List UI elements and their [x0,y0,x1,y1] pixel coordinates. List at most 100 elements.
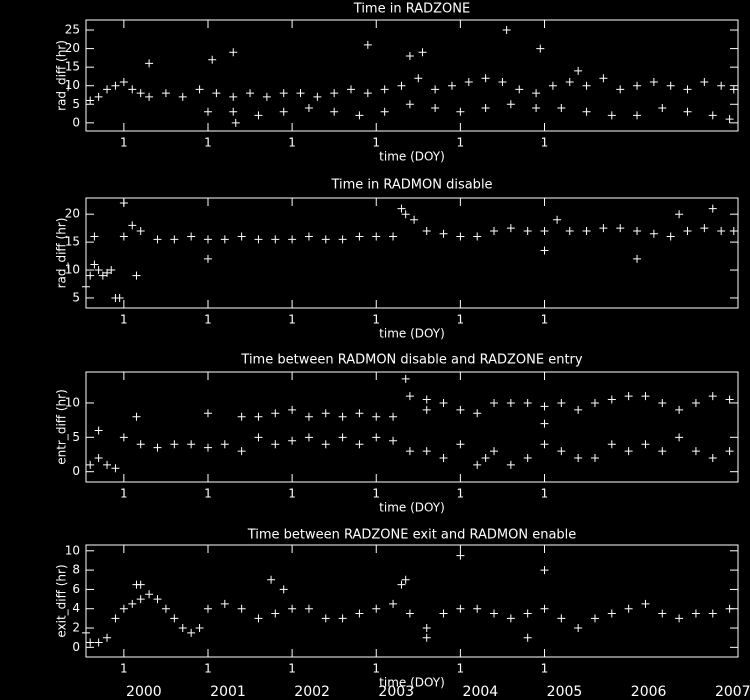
data-point [355,232,364,241]
data-point [338,433,347,442]
data-point [532,89,541,98]
data-point [439,609,448,618]
data-point [422,405,431,414]
data-point [553,215,562,224]
data-point [203,254,212,263]
x-tick-label: 1 [541,662,549,676]
year-label: 2000 [126,684,162,700]
data-point [153,235,162,244]
data-point [700,77,709,86]
year-label: 2001 [210,684,246,700]
data-point [473,460,482,469]
plot-frame [85,19,739,132]
x-tick-label: 1 [120,662,128,676]
data-point [540,566,549,575]
x-tick-label: 1 [288,313,296,327]
data-point [464,77,473,86]
y-axis-label: rad_diff (hr) [55,218,69,289]
x-tick-label: 1 [204,662,212,676]
data-point [708,392,717,401]
data-point [170,440,179,449]
data-point [145,590,154,599]
x-axis-label: time (DOY) [379,676,445,690]
data-point [725,604,734,613]
data-point [136,580,145,589]
data-point [170,235,179,244]
data-point [683,85,692,94]
data-point [683,107,692,116]
data-point [506,398,515,407]
data-point [119,604,128,613]
data-point [506,614,515,623]
data-point [330,89,339,98]
data-point [532,103,541,112]
data-point [725,395,734,404]
data-point [86,460,95,469]
data-point [574,405,583,414]
data-point [666,232,675,241]
data-point [515,85,524,94]
y-tick-label: 10 [65,395,80,409]
data-point [401,575,410,584]
data-point [607,440,616,449]
data-point [405,52,414,61]
data-point [616,85,625,94]
data-point [633,81,642,90]
data-point [675,405,684,414]
data-point [691,447,700,456]
data-point [254,614,263,623]
data-point [389,232,398,241]
data-point [708,453,717,462]
y-tick-label: 2 [72,621,80,635]
data-point [574,66,583,75]
data-point [338,235,347,244]
data-point [422,633,431,642]
x-tick-label: 1 [372,313,380,327]
data-point [229,48,238,57]
data-point [700,224,709,233]
y-tick-label: 15 [65,60,80,74]
data-point [473,232,482,241]
data-point [565,226,574,235]
data-point [481,103,490,112]
year-label: 2004 [463,684,499,700]
x-axis-label: time (DOY) [379,327,445,341]
data-point [456,405,465,414]
data-point [279,107,288,116]
data-point [624,447,633,456]
data-point [372,412,381,421]
data-point [288,436,297,445]
y-tick-label: 0 [72,640,80,654]
data-point [111,614,120,623]
data-point [220,599,229,608]
data-point [414,74,423,83]
data-point [729,85,738,94]
data-point [490,447,499,456]
data-point [523,226,532,235]
chart-title: Time in RADMON disable [330,178,492,193]
data-point [574,624,583,633]
data-point [86,638,95,647]
data-point [103,460,112,469]
data-point [590,398,599,407]
x-tick-label: 1 [204,313,212,327]
y-axis-label: entr_diff (hr) [55,389,69,465]
y-tick-label: 10 [65,543,80,557]
data-point [208,55,217,64]
data-point [203,235,212,244]
data-point [347,85,356,94]
x-tick-label: 1 [204,136,212,150]
data-point [254,433,263,442]
y-tick-label: 8 [72,563,80,577]
data-point [119,199,128,208]
year-label: 2003 [378,684,414,700]
data-point [145,59,154,68]
data-point [304,232,313,241]
x-tick-label: 1 [204,487,212,501]
data-point [321,440,330,449]
data-point [153,443,162,452]
data-point [229,107,238,116]
data-point [708,204,717,213]
data-point [422,395,431,404]
data-point [624,392,633,401]
